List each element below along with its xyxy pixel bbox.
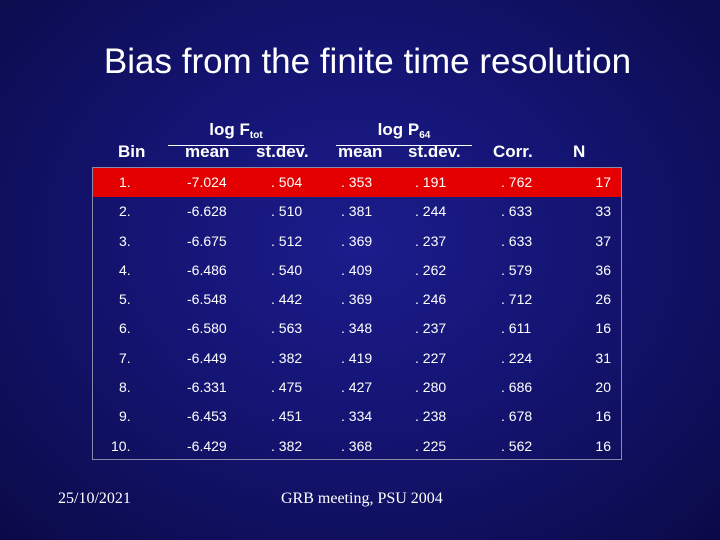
cell-mean-ftot: -7.024 (187, 174, 227, 190)
cell-stdev-ftot: . 563 (271, 320, 303, 337)
cell-mean-ftot: -6.453 (187, 408, 227, 425)
cell-stdev-p64: . 238 (415, 408, 447, 425)
cell-mean-p64: . 334 (341, 408, 373, 425)
cell-mean-p64: . 353 (341, 174, 373, 190)
table-row: 3. -6.675 . 512 . 369 . 237 . 633 37 (93, 227, 621, 256)
cell-bin: 9. (119, 408, 131, 425)
header-group-log-ftot: log Ftot (168, 121, 304, 146)
cell-mean-p64: . 381 (341, 203, 373, 220)
cell-mean-p64: . 368 (341, 437, 373, 454)
cell-corr: . 562 (501, 437, 533, 454)
cell-corr: . 633 (501, 203, 533, 220)
cell-mean-ftot: -6.429 (187, 437, 227, 454)
cell-mean-ftot: -6.675 (187, 232, 227, 249)
cell-n: 16 (595, 320, 611, 337)
cell-mean-ftot: -6.449 (187, 349, 227, 366)
cell-stdev-p64: . 237 (415, 232, 447, 249)
cell-n: 16 (595, 408, 611, 425)
cell-bin: 10. (111, 437, 131, 454)
cell-n: 26 (595, 291, 611, 308)
header-group-log-p64-label: log P (377, 120, 420, 139)
cell-stdev-ftot: . 540 (271, 261, 303, 278)
footer-center: GRB meeting, PSU 2004 (281, 490, 443, 507)
cell-stdev-ftot: . 382 (271, 349, 303, 366)
cell-bin: 2. (119, 203, 131, 220)
cell-corr: . 762 (501, 174, 533, 190)
cell-bin: 5. (119, 291, 131, 308)
cell-stdev-ftot: . 475 (271, 379, 303, 396)
cell-mean-p64: . 409 (341, 261, 373, 278)
footer-date: 25/10/2021 (58, 490, 131, 507)
cell-bin: 3. (119, 232, 131, 249)
cell-n: 33 (595, 203, 611, 220)
cell-corr: . 633 (501, 232, 533, 249)
cell-mean-p64: . 427 (341, 379, 373, 396)
header-group-log-p64-subscript: 64 (419, 130, 431, 141)
header-corr: Corr. (493, 142, 533, 161)
header-group-log-ftot-label: log F (209, 120, 250, 139)
cell-corr: . 712 (501, 291, 533, 308)
header-bin: Bin (118, 142, 146, 161)
results-table: 1. -7.024 . 504 . 353 . 191 . 762 17 2. … (92, 167, 622, 460)
header-mean-p64: mean (338, 142, 383, 161)
cell-stdev-ftot: . 512 (271, 232, 303, 249)
header-stdev-ftot: st.dev. (256, 142, 309, 161)
table-row: 7. -6.449 . 382 . 419 . 227 . 224 31 (93, 344, 621, 373)
slide-title: Bias from the finite time resolution (103, 42, 632, 81)
cell-bin: 4. (119, 261, 131, 278)
table-row: 4. -6.486 . 540 . 409 . 262 . 579 36 (93, 256, 621, 285)
table-row: 10. -6.429 . 382 . 368 . 225 . 562 16 (93, 432, 621, 461)
cell-stdev-p64: . 246 (415, 291, 447, 308)
cell-mean-p64: . 348 (341, 320, 373, 337)
header-stdev-p64: st.dev. (408, 142, 461, 161)
cell-stdev-ftot: . 382 (271, 437, 303, 454)
cell-stdev-ftot: . 510 (271, 203, 303, 220)
cell-bin: 7. (119, 349, 131, 366)
table-row: 2. -6.628 . 510 . 381 . 244 . 633 33 (93, 197, 621, 226)
cell-mean-p64: . 369 (341, 232, 373, 249)
header-mean-ftot: mean (185, 142, 230, 161)
cell-n: 17 (595, 174, 611, 190)
cell-mean-p64: . 419 (341, 349, 373, 366)
cell-mean-ftot: -6.486 (187, 261, 227, 278)
cell-bin: 1. (119, 174, 131, 190)
cell-mean-ftot: -6.548 (187, 291, 227, 308)
cell-stdev-ftot: . 451 (271, 408, 303, 425)
cell-mean-ftot: -6.628 (187, 203, 227, 220)
cell-n: 31 (595, 349, 611, 366)
table-row: 8. -6.331 . 475 . 427 . 280 . 686 20 (93, 373, 621, 402)
cell-stdev-ftot: . 504 (271, 174, 303, 190)
cell-n: 16 (595, 437, 611, 454)
cell-stdev-p64: . 227 (415, 349, 447, 366)
header-group-log-p64: log P64 (336, 121, 472, 146)
cell-stdev-p64: . 244 (415, 203, 447, 220)
cell-n: 37 (595, 232, 611, 249)
table-row: 5. -6.548 . 442 . 369 . 246 . 712 26 (93, 285, 621, 314)
table-row: 6. -6.580 . 563 . 348 . 237 . 611 16 (93, 314, 621, 343)
cell-mean-ftot: -6.331 (187, 379, 227, 396)
cell-corr: . 611 (501, 320, 532, 337)
cell-stdev-p64: . 237 (415, 320, 447, 337)
header-n: N (573, 142, 586, 161)
table-row: 9. -6.453 . 451 . 334 . 238 . 678 16 (93, 402, 621, 431)
cell-stdev-p64: . 225 (415, 437, 447, 454)
cell-n: 36 (595, 261, 611, 278)
cell-stdev-p64: . 280 (415, 379, 447, 396)
header-group-log-ftot-subscript: tot (249, 130, 263, 141)
cell-corr: . 678 (501, 408, 533, 425)
cell-corr: . 579 (501, 261, 533, 278)
cell-bin: 8. (119, 379, 131, 396)
table-row: 1. -7.024 . 504 . 353 . 191 . 762 17 (93, 168, 621, 198)
cell-corr: . 686 (501, 379, 533, 396)
cell-stdev-p64: . 262 (415, 261, 447, 278)
cell-mean-ftot: -6.580 (187, 320, 227, 337)
cell-bin: 6. (119, 320, 131, 337)
cell-stdev-ftot: . 442 (271, 291, 303, 308)
cell-mean-p64: . 369 (341, 291, 373, 308)
cell-stdev-p64: . 191 (415, 174, 447, 190)
cell-n: 20 (595, 379, 611, 396)
cell-corr: . 224 (501, 349, 533, 366)
